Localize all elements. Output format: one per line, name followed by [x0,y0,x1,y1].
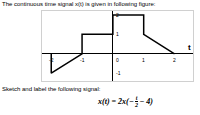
html-text:x(t) = 2x(−t: x(t) = 2x(−t [98,95,138,106]
svg-text:0: 0 [116,57,119,63]
html-text:The continuous time signal x(t: The continuous time signal x(t) is given… [2,1,156,7]
html-text:2− 4): 2− 4) [135,97,153,108]
svg-text:1: 1 [142,57,145,63]
svg-text:-1: -1 [116,70,121,76]
svg-text:-2: -2 [49,57,54,63]
html-text:Sketch and label the following: Sketch and label the following signal: [2,86,101,92]
svg-text:t: t [188,43,191,52]
svg-text:1: 1 [116,31,119,37]
svg-text:2: 2 [116,12,119,18]
svg-text:-1: -1 [80,57,85,63]
svg-text:2: 2 [173,57,176,63]
